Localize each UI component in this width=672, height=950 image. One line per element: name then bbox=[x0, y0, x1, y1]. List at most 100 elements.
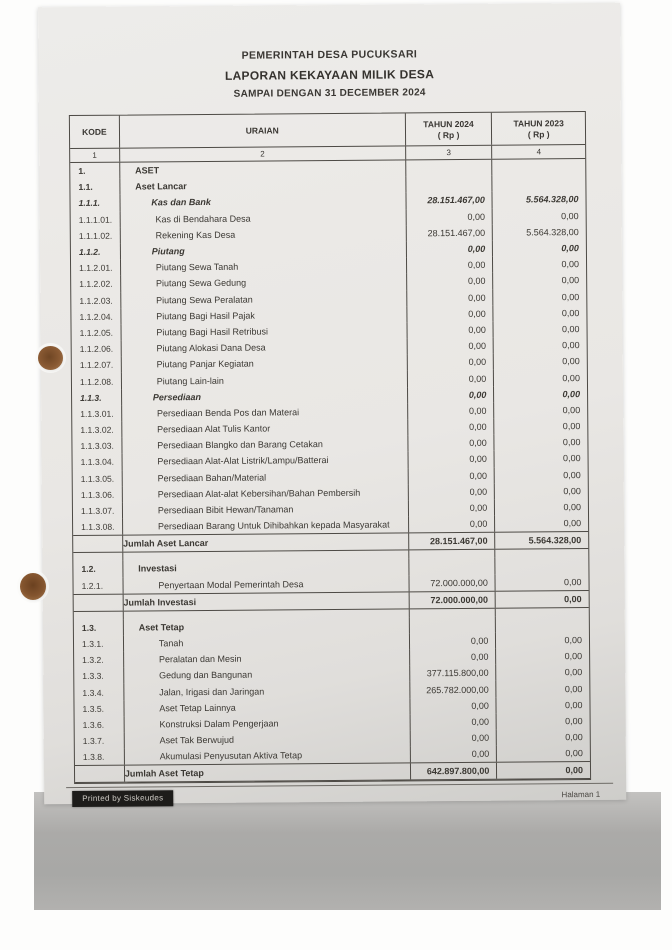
row-amount-2024: 0,00 bbox=[407, 402, 495, 420]
row-amount-2024: 0,00 bbox=[406, 273, 494, 290]
row-amount-2023: 5.564.328,00 bbox=[526, 226, 579, 238]
row-amount-2023: 0,00 bbox=[561, 307, 580, 318]
row-uraian-text: Piutang Sewa Gedung bbox=[155, 278, 247, 289]
row-uraian-text: Aset Tak Berwujud bbox=[159, 734, 235, 746]
row-amount-2023: 0,00 bbox=[562, 356, 580, 367]
row-kode bbox=[73, 594, 124, 611]
row-kode: 1.3.6. bbox=[74, 716, 125, 734]
row-uraian-text: ASET bbox=[135, 165, 160, 176]
row-uraian: Penyertaan Modal Pemerintah Desa bbox=[123, 574, 410, 594]
row-amount-2024: 0,00 bbox=[406, 289, 494, 307]
column-header-kode: KODE bbox=[69, 115, 120, 149]
row-kode: 1.3.5. bbox=[74, 700, 125, 717]
rp-unit-label: ( Rp ) bbox=[527, 128, 550, 139]
row-amount-2024: 0,00 bbox=[407, 321, 494, 339]
row-kode: 1.3.8. bbox=[74, 748, 125, 766]
row-kode: 1.3.3. bbox=[74, 667, 125, 685]
row-kode: 1.1.3.05. bbox=[72, 470, 123, 487]
row-amount-2023: 0,00 bbox=[561, 324, 580, 335]
row-kode: 1.1.3.07. bbox=[72, 502, 123, 520]
row-amount-2024: 0,00 bbox=[408, 467, 496, 485]
row-amount-2023: 0,00 bbox=[561, 243, 579, 254]
row-kode: 1.1.2.03. bbox=[71, 292, 122, 309]
row-amount-2024: 0,00 bbox=[406, 256, 494, 274]
row-uraian-text: Piutang Sewa Tanah bbox=[155, 261, 239, 273]
row-amount-2023: 0,00 bbox=[563, 576, 582, 587]
row-amount-2023: 0,00 bbox=[562, 421, 581, 432]
row-kode: 1.1. bbox=[70, 178, 121, 196]
row-amount-2023: 0,00 bbox=[562, 372, 580, 383]
row-uraian-text: Persediaan Barang Untuk Dihibahkan kepad… bbox=[157, 519, 390, 532]
row-uraian-text: Persediaan Bibit Hewan/Tanaman bbox=[157, 504, 294, 516]
row-amount-2023: 0,00 bbox=[562, 453, 581, 464]
row-amount-2023: 0,00 bbox=[562, 340, 580, 351]
row-kode: 1.3. bbox=[73, 619, 124, 636]
row-uraian: Jumlah Aset Tetap bbox=[124, 763, 411, 783]
row-amount-2024: 642.897.800,00 bbox=[410, 763, 498, 780]
row-amount-2023: 0,00 bbox=[565, 715, 583, 727]
row-uraian-text: Aset Lancar bbox=[135, 181, 187, 192]
row-amount-2024: 28.151.467,00 bbox=[406, 192, 493, 209]
row-amount-2024 bbox=[409, 558, 496, 575]
column-number: 1 bbox=[70, 148, 121, 163]
tahun-2023-label: TAHUN 2023 bbox=[513, 117, 564, 129]
table-header-row: KODE URAIAN TAHUN 2024 ( Rp ) TAHUN 2023… bbox=[69, 111, 586, 150]
row-uraian-text: Piutang Alokasi Dana Desa bbox=[156, 342, 266, 354]
row-uraian-text: Persediaan Blangko dan Barang Cetakan bbox=[157, 439, 323, 451]
row-uraian-text: Akumulasi Penyusutan Aktiva Tetap bbox=[159, 750, 303, 762]
row-amount-2024: 0,00 bbox=[406, 208, 494, 226]
row-amount-2024: 0,00 bbox=[409, 632, 497, 650]
row-uraian-text: Aset Tetap Lainnya bbox=[159, 702, 236, 714]
row-uraian-text: Piutang Sewa Peralatan bbox=[156, 294, 253, 305]
row-amount-2024: 0,00 bbox=[407, 386, 495, 404]
row-kode: 1.1.3.02. bbox=[72, 421, 123, 439]
row-uraian-text: Persediaan Alat-alat Kebersihan/Bahan Pe… bbox=[157, 487, 361, 500]
row-amount-2024: 0,00 bbox=[407, 370, 495, 388]
row-kode: 1.1.3.06. bbox=[72, 486, 123, 503]
row-uraian-text: Gedung dan Bangunan bbox=[159, 669, 253, 681]
printed-by-badge: Printed by Siskeudes bbox=[72, 790, 174, 808]
row-uraian-text: Jalan, Irigasi dan Jaringan bbox=[159, 686, 265, 697]
table-body: 1. ASET 1.1. Aset Lancar 1.1.1. Kas dan Bank 2… bbox=[70, 159, 591, 784]
row-amount-2024: 0,00 bbox=[407, 305, 494, 323]
row-kode: 1. bbox=[70, 162, 121, 180]
row-kode: 1.1.3.04. bbox=[72, 454, 123, 471]
row-amount-2023: 0,00 bbox=[563, 502, 581, 513]
row-amount-2024: 265.782.000,00 bbox=[409, 681, 497, 699]
row-kode: 1.1.1. bbox=[70, 195, 121, 212]
report-table: KODE URAIAN TAHUN 2024 ( Rp ) TAHUN 2023… bbox=[68, 110, 592, 785]
row-uraian-text: Kas di Bendahara Desa bbox=[155, 213, 251, 225]
row-amount-2024: 0,00 bbox=[410, 745, 498, 763]
row-amount-2023: 0,00 bbox=[561, 259, 580, 270]
row-uraian-text: Penyertaan Modal Pemerintah Desa bbox=[158, 578, 304, 590]
row-uraian-text: Tanah bbox=[158, 638, 184, 649]
report-title: LAPORAN KEKAYAAN MILIK DESA bbox=[224, 67, 435, 83]
row-amount-2023: 0,00 bbox=[562, 388, 581, 399]
row-uraian-text: Jumlah Aset Tetap bbox=[124, 768, 204, 780]
row-amount-2023: 0,00 bbox=[562, 404, 581, 416]
row-amount-2023: 0,00 bbox=[564, 683, 583, 694]
row-amount-2024: 0,00 bbox=[410, 729, 498, 747]
row-amount-2024: 0,00 bbox=[406, 240, 494, 258]
column-number: 2 bbox=[119, 146, 406, 162]
row-amount-2024: 0,00 bbox=[408, 483, 496, 501]
row-uraian-text: Rekening Kas Desa bbox=[155, 229, 236, 241]
report-period: SAMPAI DENGAN 31 DECEMBER 2024 bbox=[233, 87, 426, 100]
row-kode: 1.1.3. bbox=[72, 389, 122, 406]
row-uraian-text bbox=[123, 555, 408, 557]
row-amount-2023: 0,00 bbox=[561, 210, 579, 221]
row-kode: 1.3.1. bbox=[73, 635, 124, 653]
row-amount-2023 bbox=[496, 616, 589, 633]
row-amount-2024 bbox=[409, 616, 497, 634]
row-amount-2023: 0,00 bbox=[563, 485, 581, 497]
org-title: PEMERINTAH DESA PUCUKSARI bbox=[241, 48, 418, 62]
kode-label: KODE bbox=[82, 126, 107, 137]
punch-hole-bottom-icon bbox=[20, 573, 46, 600]
row-uraian-text: Piutang Bagi Hasil Retribusi bbox=[156, 326, 268, 338]
row-uraian: Akumulasi Penyusutan Aktiva Tetap bbox=[124, 746, 411, 766]
row-kode: 1.1.2.04. bbox=[71, 308, 122, 325]
row-amount-2024: 28.151.467,00 bbox=[406, 224, 494, 242]
row-uraian: Jumlah Investasi bbox=[123, 592, 410, 611]
row-amount-2023 bbox=[493, 159, 586, 176]
row-amount-2023: 0,00 bbox=[563, 469, 581, 480]
